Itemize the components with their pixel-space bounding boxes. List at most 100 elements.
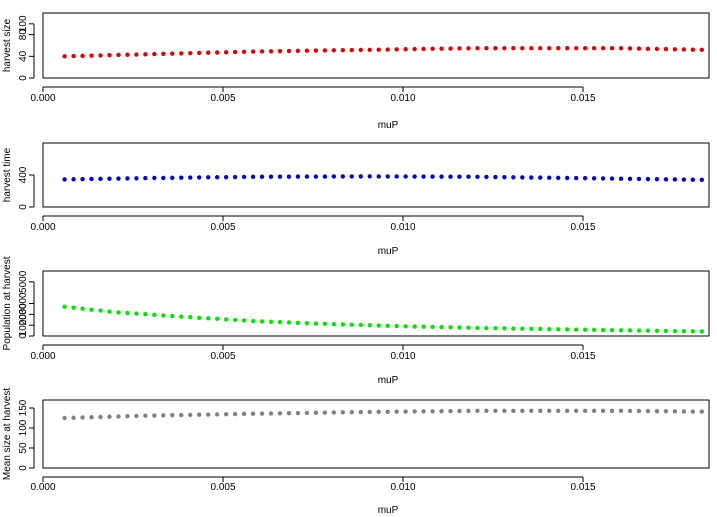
data-point xyxy=(62,54,67,59)
y-tick-label: 1000 xyxy=(18,314,29,337)
data-point xyxy=(250,318,256,324)
data-point xyxy=(529,408,534,413)
data-point xyxy=(80,306,85,311)
data-point xyxy=(547,46,552,51)
data-point xyxy=(376,323,381,328)
data-point xyxy=(188,315,193,320)
data-point xyxy=(564,327,570,332)
data-point xyxy=(295,174,301,179)
y-tick-label: 150 xyxy=(18,399,29,416)
data-point xyxy=(457,325,462,330)
data-point xyxy=(268,319,274,325)
data-point xyxy=(304,174,310,179)
data-point xyxy=(313,321,319,326)
data-point xyxy=(250,411,256,416)
data-point xyxy=(681,177,687,182)
data-point xyxy=(502,408,507,413)
data-point xyxy=(313,410,319,415)
data-point xyxy=(295,320,301,326)
data-point xyxy=(493,46,498,51)
data-point xyxy=(188,50,193,56)
data-point xyxy=(412,324,417,329)
y-tick-label: 2000 xyxy=(18,303,29,326)
data-point xyxy=(349,322,354,327)
data-point xyxy=(304,410,310,416)
data-point xyxy=(681,328,687,334)
data-point xyxy=(134,311,139,316)
data-point xyxy=(618,176,624,181)
data-point xyxy=(573,46,579,51)
data-point xyxy=(71,305,76,310)
data-point xyxy=(421,174,426,179)
y-tick-label: 400 xyxy=(18,166,29,183)
data-point xyxy=(205,316,211,321)
data-point xyxy=(223,317,229,322)
data-point xyxy=(197,412,202,417)
data-point xyxy=(663,177,669,182)
data-point xyxy=(627,46,633,51)
data-point xyxy=(582,176,588,181)
data-point xyxy=(107,414,112,419)
data-point xyxy=(699,47,704,53)
data-point xyxy=(170,175,175,180)
data-point xyxy=(627,408,633,414)
data-point xyxy=(80,415,85,420)
data-point xyxy=(349,174,354,179)
data-point xyxy=(556,327,561,332)
data-point xyxy=(394,47,399,52)
data-point xyxy=(385,323,390,328)
data-point xyxy=(188,175,193,180)
data-point xyxy=(286,320,292,325)
data-point xyxy=(322,48,328,53)
x-tick-label: 0.000 xyxy=(30,351,55,362)
data-point xyxy=(304,320,310,326)
data-point xyxy=(484,174,489,180)
data-point xyxy=(609,176,615,181)
data-point xyxy=(645,176,651,182)
data-point xyxy=(654,46,660,52)
data-point xyxy=(448,325,453,330)
data-point xyxy=(223,50,229,55)
data-point xyxy=(197,175,202,180)
data-point xyxy=(412,46,417,52)
data-point xyxy=(205,50,211,55)
x-tick-label: 0.015 xyxy=(570,351,595,362)
data-point xyxy=(394,409,399,414)
y-tick-label: 5000 xyxy=(18,270,29,293)
data-point xyxy=(556,175,561,181)
data-point xyxy=(672,47,678,52)
data-point xyxy=(331,410,337,415)
data-point xyxy=(681,409,687,414)
data-point xyxy=(385,174,390,179)
x-axis-label: muP xyxy=(378,505,399,516)
data-point xyxy=(286,174,292,179)
data-point xyxy=(466,174,471,179)
x-tick-label: 0.015 xyxy=(570,222,595,233)
data-point xyxy=(484,325,489,331)
data-point xyxy=(403,174,408,179)
data-point xyxy=(618,46,624,51)
data-point xyxy=(627,328,633,333)
data-point xyxy=(268,49,274,54)
data-point xyxy=(232,411,238,417)
x-axis-label: muP xyxy=(378,120,399,131)
data-point xyxy=(654,328,660,333)
data-point xyxy=(573,408,579,413)
data-point xyxy=(457,408,462,414)
data-point xyxy=(107,309,112,314)
y-tick-label: 0 xyxy=(18,204,29,210)
data-point xyxy=(62,177,67,182)
data-point xyxy=(125,52,130,57)
data-point xyxy=(232,49,238,55)
data-point xyxy=(214,412,220,417)
data-point xyxy=(304,48,310,53)
data-point xyxy=(475,325,480,331)
y-axis-label: harvest size xyxy=(2,18,13,72)
data-point xyxy=(421,409,426,414)
data-point xyxy=(591,46,597,51)
plot-frame-2 xyxy=(42,142,710,208)
data-point xyxy=(286,410,292,416)
data-point xyxy=(439,46,444,51)
x-tick-label: 0.010 xyxy=(390,482,415,493)
data-point xyxy=(241,411,247,417)
